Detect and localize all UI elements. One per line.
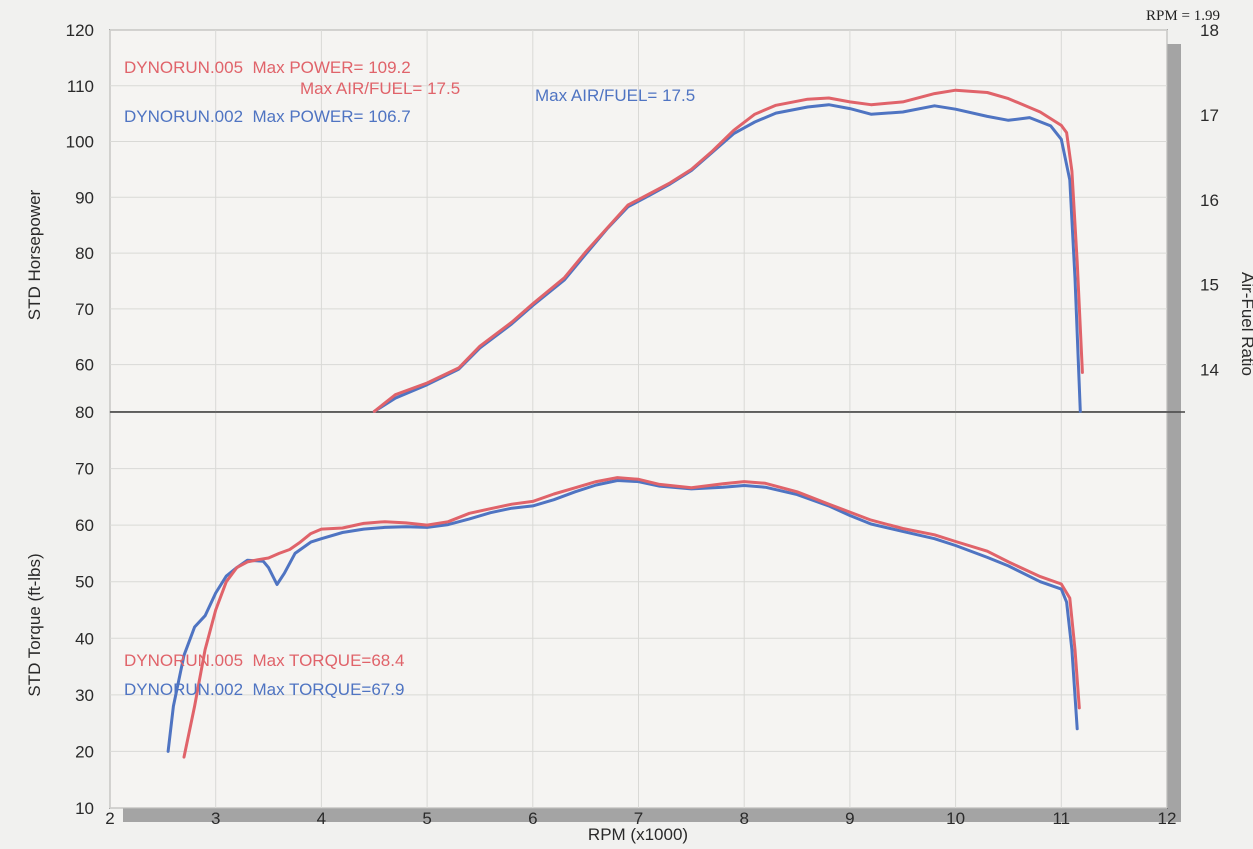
x-tick-label: 6	[528, 809, 537, 828]
power-y-tick-label: 60	[75, 356, 94, 375]
x-tick-label: 8	[739, 809, 748, 828]
torque-y-tick-label: 20	[75, 742, 94, 761]
airfuel-y-tick-label: 17	[1200, 106, 1219, 125]
plot-shadow	[1167, 44, 1181, 822]
plot-shadow-bottom	[123, 808, 1181, 822]
torque-y-axis-title: STD Torque (ft-lbs)	[25, 553, 44, 696]
x-axis-title: RPM (x1000)	[588, 825, 688, 844]
x-tick-label: 4	[317, 809, 326, 828]
torque-y-tick-label: 60	[75, 516, 94, 535]
x-tick-label: 5	[422, 809, 431, 828]
x-tick-label: 2	[105, 809, 114, 828]
right-y-axis-title: Air-Fuel Ratio	[1238, 272, 1253, 376]
torque-y-tick-label: 50	[75, 573, 94, 592]
airfuel-y-tick-label: 16	[1200, 191, 1219, 210]
power-annotation-005: DYNORUN.005 Max POWER= 109.2	[124, 58, 411, 77]
power-line-dynorun-005	[372, 88, 1084, 413]
x-tick-label: 12	[1158, 809, 1177, 828]
torque-y-tick-label: 40	[75, 629, 94, 648]
series-lines	[166, 88, 1084, 759]
torque-y-tick-label: 80	[75, 403, 94, 422]
torque-y-tick-label: 10	[75, 799, 94, 818]
x-tick-label: 3	[211, 809, 220, 828]
torque-line-dynorun-005	[182, 476, 1081, 759]
x-tick-label: 7	[634, 809, 643, 828]
x-tick-label: 10	[946, 809, 965, 828]
airfuel-annotation-005: Max AIR/FUEL= 17.5	[300, 79, 460, 98]
torque-y-tick-label: 70	[75, 460, 94, 479]
rpm-readout: RPM = 1.99	[1146, 8, 1220, 24]
x-tick-label: 11	[1052, 809, 1070, 828]
power-y-tick-label: 90	[75, 188, 94, 207]
power-y-axis-title: STD Horsepower	[25, 189, 44, 320]
airfuel-y-tick-label: 15	[1200, 276, 1219, 295]
torque-y-tick-label: 30	[75, 686, 94, 705]
airfuel-y-tick-label: 14	[1200, 361, 1219, 380]
power-y-tick-label: 110	[67, 77, 94, 96]
power-annotation-002: DYNORUN.002 Max POWER= 106.7	[124, 107, 411, 126]
power-y-tick-label: 100	[66, 133, 94, 152]
gridlines	[109, 29, 1168, 809]
power-y-tick-label: 80	[75, 244, 94, 263]
torque-annotation-002: DYNORUN.002 Max TORQUE=67.9	[124, 680, 404, 699]
power-y-tick-label: 70	[75, 300, 94, 319]
axes: 2 3 4 5 6 7 8 9 10 11 12 60 70 80 90 100 110 120 14 15 16 17 1…	[66, 21, 1219, 828]
x-tick-label: 9	[845, 809, 854, 828]
torque-annotation-005: DYNORUN.005 Max TORQUE=68.4	[124, 651, 404, 670]
airfuel-y-tick-label: 18	[1200, 21, 1219, 40]
airfuel-annotation-002: Max AIR/FUEL= 17.5	[535, 86, 695, 105]
power-y-tick-label: 120	[66, 21, 94, 40]
